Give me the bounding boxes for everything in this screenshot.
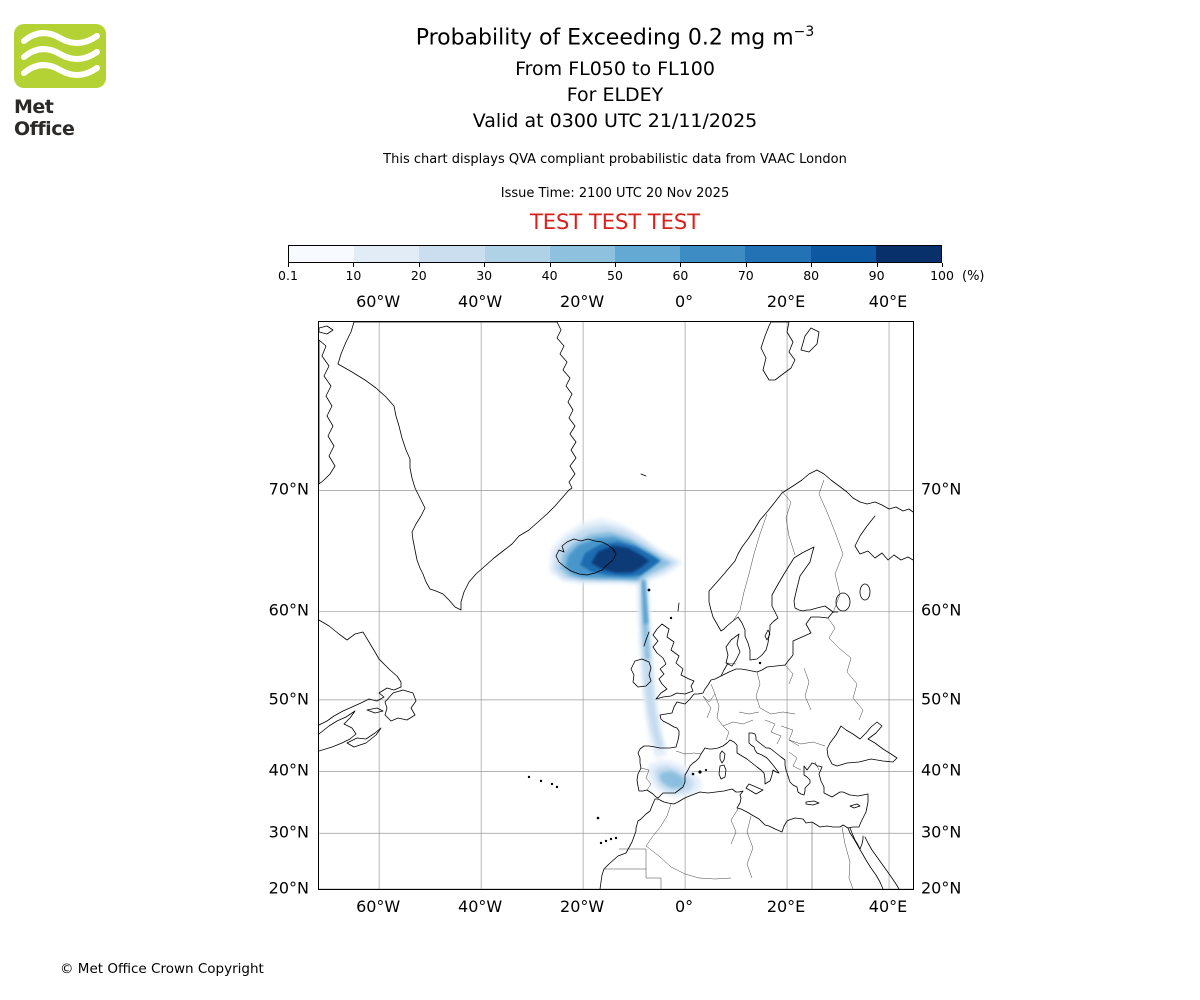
- colorbar-tick: [745, 263, 747, 267]
- colorbar-segment: [484, 246, 550, 262]
- lat-tick-label-left: 40°N: [268, 760, 309, 780]
- colorbar-tick-label: 50: [607, 268, 623, 283]
- colorbar-tick: [484, 263, 486, 267]
- colorbar-tick: [418, 263, 420, 267]
- plume-region-ge-50: [642, 580, 648, 625]
- lat-tick-label-left: 50°N: [268, 689, 309, 709]
- colorbar-tick: [353, 263, 355, 267]
- colorbar-tick-label: 90: [868, 268, 885, 283]
- colorbar-segment: [680, 246, 746, 262]
- colorbar-tick: [288, 263, 289, 267]
- colorbar-tick-label: 10: [345, 268, 362, 283]
- colorbar-tick-label: 60: [672, 268, 689, 283]
- lat-tick-label-right: 70°N: [921, 479, 962, 499]
- lat-tick-label-right: 30°N: [921, 822, 962, 842]
- colorbar-tick: [942, 263, 943, 267]
- lat-tick-label-right: 50°N: [921, 689, 962, 709]
- lon-tick-label-bottom: 0°: [674, 897, 694, 916]
- title-superscript: −3: [793, 24, 815, 40]
- colorbar-tick: [549, 263, 551, 267]
- lon-tick-label-bottom: 20°W: [560, 897, 605, 916]
- lon-tick-label-top: 40°W: [458, 292, 503, 311]
- colorbar-segment: [419, 246, 485, 262]
- map-gridlines: [319, 322, 913, 889]
- colorbar-unit-label: (%): [962, 269, 985, 284]
- subtitle-flight-levels: From FL050 to FL100: [515, 58, 715, 81]
- colorbar-tick-label: 0.1: [278, 268, 298, 283]
- colorbar-tick-label: 20: [410, 268, 427, 283]
- lon-tick-label-top: 20°W: [560, 292, 605, 311]
- lon-tick-label-top: 60°W: [356, 292, 401, 311]
- met-office-logo: Met Office: [14, 24, 114, 140]
- logo-brand-text: Met Office: [14, 96, 75, 140]
- coastlines: [319, 322, 913, 889]
- colorbar-tick-label: 30: [476, 268, 493, 283]
- test-banner: TEST TEST TEST: [529, 210, 701, 235]
- lat-tick-label-left: 70°N: [268, 479, 309, 499]
- lon-tick-label-bottom: 20°E: [766, 897, 806, 916]
- subtitle-volcano: For ELDEY: [566, 84, 664, 107]
- colorbar-tick-label: 70: [737, 268, 754, 283]
- qva-note: This chart displays QVA compliant probab…: [383, 152, 847, 168]
- logo-wave-icon: [14, 24, 106, 88]
- colorbar-segment: [810, 246, 876, 262]
- header: Probability of Exceeding 0.2 mg m−3 From…: [15, 24, 1200, 234]
- lon-tick-label-top: 0°: [674, 292, 694, 311]
- map-frame: [318, 321, 914, 890]
- lat-tick-label-right: 20°N: [921, 878, 962, 898]
- colorbar-tick: [811, 263, 813, 267]
- colorbar-segment: [875, 246, 942, 262]
- ash-plume: [549, 518, 703, 798]
- lon-tick-label-top: 20°E: [766, 292, 806, 311]
- lat-tick-label-right: 60°N: [921, 600, 962, 620]
- lat-tick-label-right: 40°N: [921, 760, 962, 780]
- colorbar-tick: [876, 263, 878, 267]
- colorbar-segment: [745, 246, 811, 262]
- lon-tick-label-bottom: 40°W: [458, 897, 503, 916]
- title-main: Probability of Exceeding 0.2 mg m: [415, 25, 794, 51]
- lon-tick-label-bottom: 60°W: [356, 897, 401, 916]
- colorbar-tick-label: 100: [930, 268, 954, 283]
- lon-tick-label-bottom: 40°E: [868, 897, 908, 916]
- probability-colorbar: [288, 245, 942, 263]
- subtitle-valid-time: Valid at 0300 UTC 21/11/2025: [472, 110, 758, 133]
- lon-tick-label-top: 40°E: [868, 292, 908, 311]
- colorbar-segment: [289, 246, 355, 262]
- colorbar-tick: [680, 263, 682, 267]
- colorbar-tick: [615, 263, 616, 267]
- lat-tick-label-left: 60°N: [268, 600, 309, 620]
- country-borders: [604, 479, 864, 889]
- map-canvas: [319, 322, 913, 889]
- lat-tick-label-left: 30°N: [268, 822, 309, 842]
- colorbar-tick-label: 80: [803, 268, 820, 283]
- colorbar-tick-label: 40: [541, 268, 558, 283]
- page-title: Probability of Exceeding 0.2 mg m−3: [15, 24, 1200, 50]
- issue-time: Issue Time: 2100 UTC 20 Nov 2025: [500, 186, 730, 202]
- colorbar-segment: [354, 246, 420, 262]
- plume-region-ge-30: [659, 770, 687, 789]
- colorbar-segment: [615, 246, 681, 262]
- copyright: © Met Office Crown Copyright: [60, 961, 264, 977]
- colorbar-segment: [549, 246, 616, 262]
- lat-tick-label-left: 20°N: [268, 878, 309, 898]
